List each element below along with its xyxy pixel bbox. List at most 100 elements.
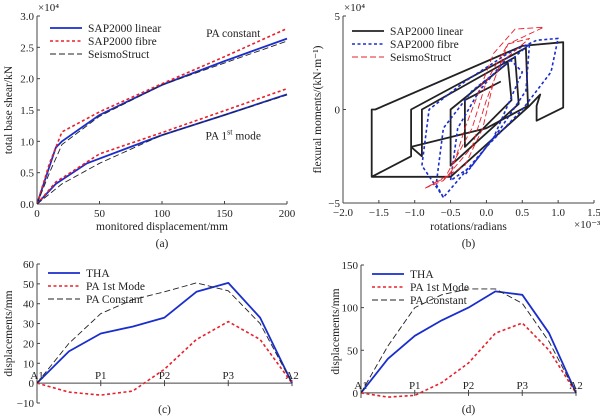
series-line-unnamed [37, 94, 288, 205]
category-label: P1 [95, 370, 107, 382]
y-axis-label: total base shear/kN [3, 65, 15, 154]
x-tick-label: 200 [279, 208, 296, 220]
legend-entry: THA [372, 269, 434, 281]
panel-label: (b) [462, 238, 476, 250]
series-line-seismostruct [425, 26, 545, 189]
legend-label: SAP2000 fibre [390, 39, 459, 51]
series-line-sap2000-fibre [421, 37, 559, 199]
y-tick-label: 20 [23, 338, 35, 350]
series-line-tha [361, 290, 577, 394]
legend-label: PA 1st Mode [410, 282, 469, 294]
panel-a: 0.0 0.5 1.0 1.5 2.0 2.5 3.0 0 50 100 150 200 SAP2000… [3, 2, 296, 250]
series-line-seismostruct [37, 40, 288, 205]
series-line-tha [37, 281, 293, 384]
annotation: PA constant [206, 28, 261, 40]
y-tick-label: 40 [23, 299, 35, 311]
x-tick-label: −1.0 [405, 207, 425, 219]
legend-entry: SAP2000 fibre [50, 36, 157, 48]
x-axis-label: rotations/radians [430, 221, 507, 233]
x-tick-label: −0.5 [441, 207, 461, 219]
legend-entry: SAP2000 linear [50, 23, 161, 35]
legend-entry: SAP2000 linear [352, 26, 463, 38]
y-tick-label: 100 [342, 303, 359, 315]
legend-entry: THA [48, 268, 110, 280]
legend-label: PA Constant [410, 295, 468, 307]
panel-b: −5 0 5 −2.0 −1.5 −1.0 −0.5 0.0 0.5 1.0 1.5 SAP2000 … [312, 2, 600, 250]
x-tick-label: −1.5 [369, 207, 389, 219]
y-tick-label: 0 [29, 378, 35, 390]
panel-label: (d) [462, 404, 476, 416]
y-tick-label: 50 [23, 279, 35, 291]
y-tick-label: −10 [17, 398, 35, 410]
category-label: A2 [285, 370, 298, 382]
y-axis-label: displacements/mm [3, 290, 15, 376]
x-tick-label: 0.5 [515, 207, 529, 219]
x-axis-label: monitored displacement/mm [96, 221, 228, 233]
annotation: PA 1st mode [206, 128, 261, 143]
legend-label: SAP2000 fibre [88, 36, 157, 48]
legend-entry: PA Constant [372, 295, 468, 307]
y-tick-label: 1.0 [20, 136, 34, 148]
legend-entry: SeismoStruct [352, 52, 452, 64]
legend-entry: PA 1st Mode [372, 282, 469, 294]
legend-label: SAP2000 linear [390, 26, 463, 38]
series-line-pa-constant [37, 282, 293, 384]
y-tick-label: 0.0 [20, 199, 34, 211]
category-label: P1 [409, 380, 421, 392]
x-tick-label: 0.0 [480, 207, 494, 219]
y-tick-label: −5 [328, 198, 340, 210]
y-axis-label: displacements/mm [330, 288, 342, 374]
y-multiplier: ×10⁴ [38, 2, 59, 14]
x-tick-label: −2.0 [333, 207, 353, 219]
y-tick-label: 10 [23, 358, 35, 370]
y-tick-label: 150 [342, 260, 359, 272]
legend-label: SeismoStruct [88, 49, 150, 61]
y-tick-label: 50 [347, 345, 359, 357]
series-line-sap2000-linear [370, 41, 565, 178]
y-tick-label: 0 [335, 105, 341, 117]
x-tick-label: 0 [34, 208, 40, 220]
x-tick-label: 50 [94, 208, 106, 220]
legend-entry: SeismoStruct [50, 49, 150, 61]
series-line-pa-1st-mode [361, 322, 577, 398]
category-label: P2 [159, 370, 171, 382]
series-line-pa-constant [361, 288, 577, 394]
legend-label: PA Constant [86, 294, 144, 306]
y-tick-label: 0 [353, 388, 359, 400]
legend-label: THA [410, 269, 434, 281]
y-tick-label: 2.0 [20, 74, 34, 86]
x-tick-label: 1.5 [587, 207, 600, 219]
series-line-unnamed [37, 87, 288, 205]
category-label: P3 [516, 380, 528, 392]
y-axis-label: flexural moments/(kN·m⁻¹) [312, 45, 324, 173]
category-label: P2 [463, 380, 475, 392]
y-tick-label: 2.5 [20, 42, 34, 54]
y-tick-label: 5 [335, 11, 341, 23]
category-label: A1 [30, 370, 43, 382]
legend-label: SeismoStruct [390, 52, 452, 64]
series-line-sap2000-fibre [37, 27, 288, 205]
panel-label: (c) [158, 404, 171, 416]
legend-label: THA [86, 268, 110, 280]
legend-entry: SAP2000 fibre [352, 39, 459, 51]
y-tick-label: 30 [23, 319, 35, 331]
legend-label: SAP2000 linear [88, 23, 161, 35]
x-tick-label: 1.0 [551, 207, 565, 219]
panel-label: (a) [156, 238, 169, 250]
series-line-unnamed [37, 93, 288, 205]
y-tick-label: 3.0 [20, 11, 34, 23]
y-multiplier: ×10⁴ [344, 2, 365, 14]
x-tick-label: 100 [154, 208, 171, 220]
y-tick-label: 60 [23, 259, 35, 271]
series-line-sap2000-linear [37, 37, 288, 205]
legend-entry: PA 1st Mode [48, 281, 145, 293]
y-tick-label: 1.5 [20, 105, 34, 117]
x-multiplier: ×10⁻³ [574, 219, 600, 231]
x-tick-label: 150 [216, 208, 233, 220]
legend-entry: PA Constant [48, 294, 144, 306]
legend-label: PA 1st Mode [86, 281, 145, 293]
